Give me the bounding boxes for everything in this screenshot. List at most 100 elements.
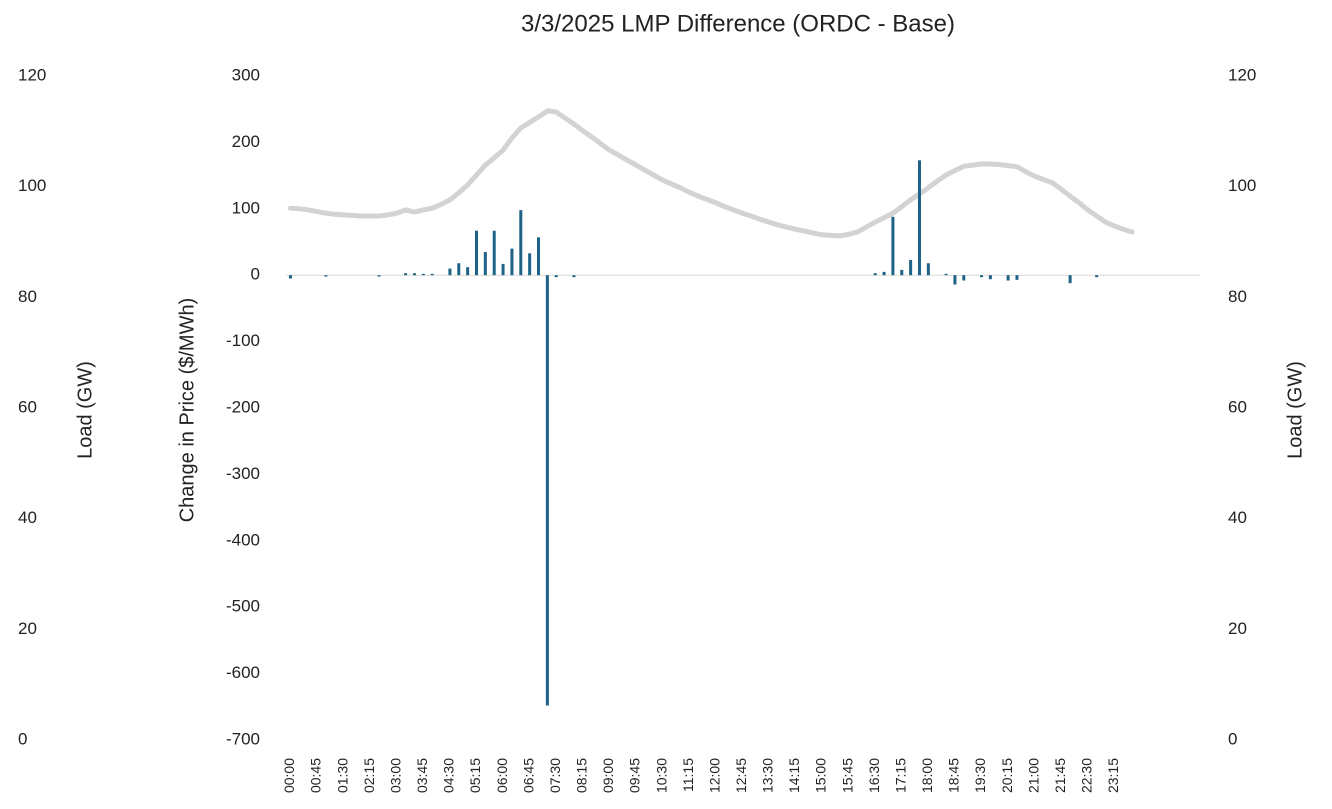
y-tick-label: -400 — [226, 530, 260, 549]
x-tick-label: 02:15 — [361, 758, 377, 793]
y3-axis-title: Load (GW) — [74, 361, 96, 459]
bar — [1095, 275, 1099, 278]
x-tick-label: 21:00 — [1025, 758, 1041, 793]
bar — [873, 273, 877, 276]
y2-tick-label: 80 — [1228, 287, 1247, 306]
x-tick-label: 12:00 — [706, 758, 722, 793]
x-tick-label: 08:15 — [574, 758, 590, 793]
bar — [501, 263, 505, 276]
x-tick-label: 17:15 — [892, 758, 908, 793]
bar — [988, 275, 992, 280]
x-tick-label: 06:45 — [520, 758, 536, 793]
y2-tick-label: 120 — [1228, 65, 1256, 84]
x-tick-label: 03:00 — [387, 758, 403, 793]
bar — [519, 210, 523, 276]
y-tick-label: 300 — [232, 65, 260, 84]
bar — [288, 275, 292, 279]
bar — [412, 273, 416, 276]
y-tick-label: 100 — [232, 198, 260, 217]
x-tick-label: 23:15 — [1105, 758, 1121, 793]
bar — [1068, 275, 1072, 284]
bar — [492, 230, 496, 276]
x-tick-label: 18:00 — [919, 758, 935, 793]
x-tick-label: 14:15 — [786, 758, 802, 793]
bar — [882, 271, 886, 276]
y-axis-title: Change in Price ($/MWh) — [176, 298, 198, 523]
x-tick-label: 05:15 — [467, 758, 483, 793]
x-tick-label: 01:30 — [334, 758, 350, 793]
x-tick-label: 15:45 — [839, 758, 855, 793]
bar — [404, 273, 408, 276]
y3-tick-label: 40 — [18, 508, 37, 527]
bar — [900, 269, 904, 276]
y3-tick-label: 60 — [18, 397, 37, 416]
bar — [537, 237, 541, 276]
bar — [545, 275, 549, 706]
bar — [1006, 275, 1010, 281]
bar — [1015, 275, 1019, 280]
bar — [448, 268, 452, 276]
bar — [953, 275, 957, 285]
y3-tick-label: 0 — [18, 729, 27, 748]
y2-tick-label: 60 — [1228, 397, 1247, 416]
y2-tick-label: 20 — [1228, 619, 1247, 638]
bar — [483, 251, 487, 276]
bar — [421, 273, 425, 276]
y2-axis-title: Load (GW) — [1284, 361, 1306, 459]
x-tick-label: 22:30 — [1079, 758, 1095, 793]
x-tick-label: 06:00 — [494, 758, 510, 793]
x-tick-label: 09:45 — [627, 758, 643, 793]
bar — [466, 267, 470, 276]
y3-tick-label: 80 — [18, 287, 37, 306]
x-tick-label: 19:30 — [972, 758, 988, 793]
load-line — [287, 108, 1135, 239]
bar — [926, 263, 930, 276]
bar — [572, 275, 576, 278]
x-tick-label: 12:45 — [733, 758, 749, 793]
y-tick-label: -600 — [226, 663, 260, 682]
bar — [944, 273, 948, 276]
x-tick-label: 21:45 — [1052, 758, 1068, 793]
y2-tick-label: 100 — [1228, 176, 1256, 195]
y2-tick-label: 0 — [1228, 729, 1237, 748]
bar — [909, 259, 913, 276]
x-tick-label: 13:30 — [760, 758, 776, 793]
y-tick-label: -700 — [226, 729, 260, 748]
y-tick-label: 200 — [232, 132, 260, 151]
y3-tick-label: 20 — [18, 619, 37, 638]
bar — [474, 230, 478, 276]
y3-tick-label: 120 — [18, 65, 46, 84]
bar — [377, 275, 381, 277]
x-tick-label: 07:30 — [547, 758, 563, 793]
y-tick-label: 0 — [251, 265, 260, 284]
y-tick-label: -500 — [226, 597, 260, 616]
y-tick-label: -200 — [226, 397, 260, 416]
x-tick-label: 18:45 — [946, 758, 962, 793]
x-tick-label: 00:00 — [281, 758, 297, 793]
bar — [917, 160, 921, 276]
x-tick-label: 20:15 — [999, 758, 1015, 793]
x-tick-label: 15:00 — [813, 758, 829, 793]
bar — [962, 275, 966, 281]
bar — [980, 275, 984, 278]
chart-title: 3/3/2025 LMP Difference (ORDC - Base) — [521, 10, 955, 37]
x-tick-label: 16:30 — [866, 758, 882, 793]
bar — [457, 263, 461, 276]
y-tick-label: -300 — [226, 464, 260, 483]
x-tick-label: 04:30 — [441, 758, 457, 793]
bar — [324, 275, 328, 277]
x-tick-label: 10:30 — [653, 758, 669, 793]
bar — [510, 248, 514, 276]
bar — [554, 275, 558, 278]
y-tick-label: -100 — [226, 331, 260, 350]
x-tick-label: 03:45 — [414, 758, 430, 793]
y2-tick-label: 40 — [1228, 508, 1247, 527]
y3-tick-label: 100 — [18, 176, 46, 195]
bar — [430, 273, 434, 276]
x-tick-label: 09:00 — [600, 758, 616, 793]
x-tick-label: 00:45 — [308, 758, 324, 793]
x-tick-label: 11:15 — [680, 758, 696, 792]
bar — [528, 253, 532, 276]
bar — [891, 216, 895, 276]
